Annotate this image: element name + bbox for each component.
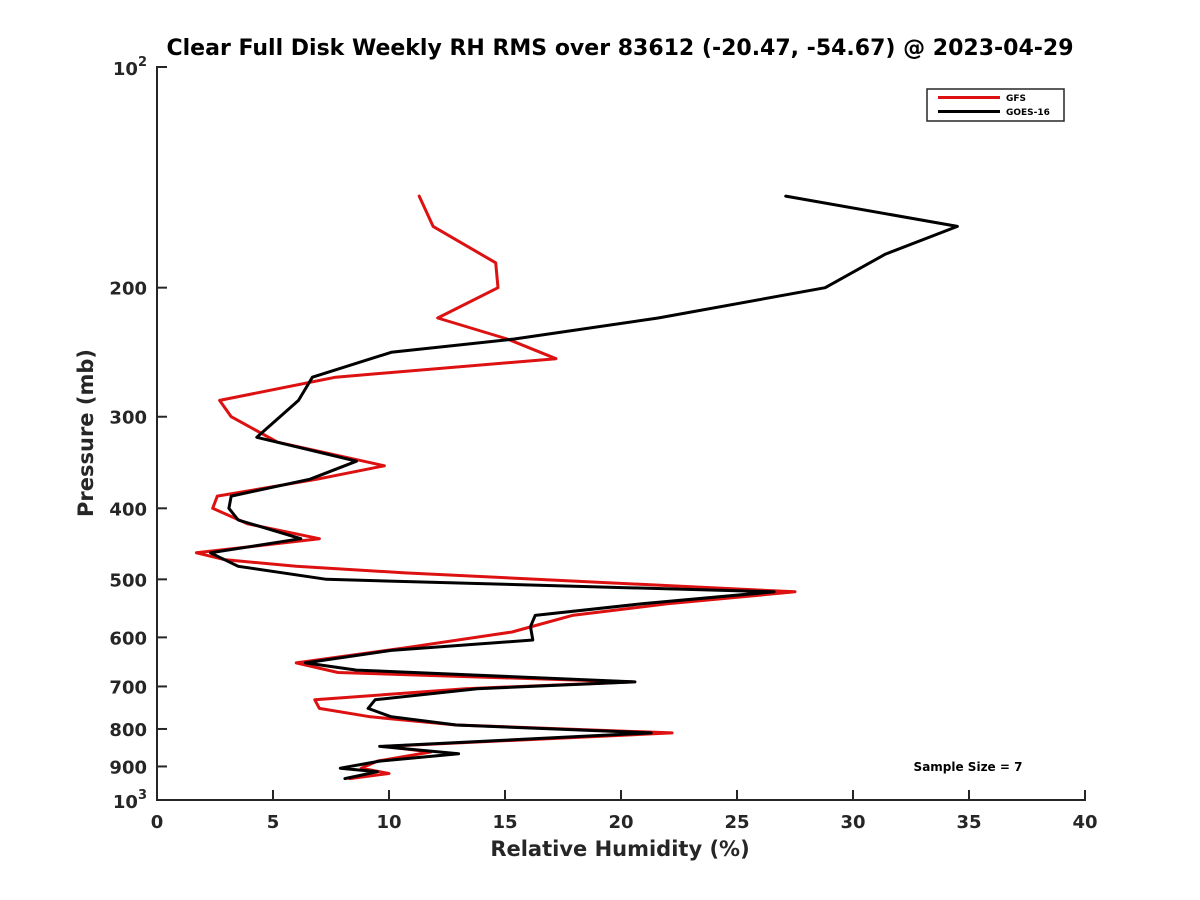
x-tick-label-20: 20 (608, 812, 633, 833)
sample-size-annotation: Sample Size = 7 (914, 760, 1023, 774)
x-tick-label-35: 35 (956, 812, 981, 833)
x-tick-label-10: 10 (376, 812, 401, 833)
legend: GFS GOES-16 (926, 88, 1065, 122)
y-tick-label-600: 600 (109, 628, 147, 649)
x-tick-label-30: 30 (840, 812, 865, 833)
y-tick-label-700: 700 (109, 677, 147, 698)
plot-area: 0 5 10 15 20 25 30 35 40 200 300 400 500 600 700 800 90… (109, 55, 1097, 833)
series-layer (194, 194, 959, 781)
legend-label-gfs: GFS (1006, 94, 1026, 104)
x-axis-label: Relative Humidity (%) (490, 837, 749, 861)
y-tick-label-800: 800 (109, 720, 147, 741)
legend-label-goes16: GOES-16 (1006, 108, 1050, 118)
x-tick-label-15: 15 (492, 812, 517, 833)
x-tick-label-40: 40 (1072, 812, 1097, 833)
y-tick-label-100: 102 (113, 55, 147, 80)
y-tick-label-900: 900 (109, 757, 147, 778)
y-tick-label-1000: 103 (113, 788, 147, 813)
legend-box (926, 88, 1065, 122)
chart-title: Clear Full Disk Weekly RH RMS over 83612… (166, 36, 1073, 61)
x-axis-ticks: 0 5 10 15 20 25 30 35 40 (151, 790, 1098, 833)
y-axis-ticks: 200 300 400 500 600 700 800 900 102 103 (109, 55, 167, 813)
y-tick-label-400: 400 (109, 499, 147, 520)
x-tick-label-0: 0 (151, 812, 164, 833)
x-tick-label-5: 5 (267, 812, 280, 833)
x-tick-label-25: 25 (724, 812, 749, 833)
y-tick-label-500: 500 (109, 570, 147, 591)
y-tick-label-300: 300 (109, 408, 147, 429)
plot-background (157, 67, 1085, 800)
y-tick-label-200: 200 (109, 279, 147, 300)
series-line-goes-16 (208, 194, 959, 781)
y-axis-label: Pressure (mb) (74, 349, 98, 517)
